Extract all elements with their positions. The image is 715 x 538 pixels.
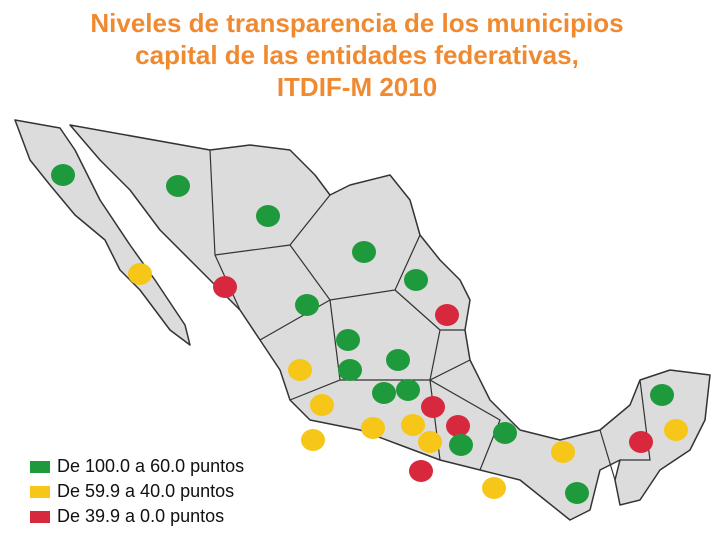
municipality-marker: [386, 349, 410, 371]
municipality-marker: [446, 415, 470, 437]
title-line: capital de las entidades federativas,: [135, 40, 579, 70]
title-line: Niveles de transparencia de los municipi…: [90, 8, 623, 38]
title-line: ITDIF-M 2010: [277, 72, 437, 102]
municipality-marker: [336, 329, 360, 351]
legend-label: De 59.9 a 40.0 puntos: [57, 481, 234, 501]
municipality-marker: [401, 414, 425, 436]
municipality-marker: [213, 276, 237, 298]
municipality-marker: [565, 482, 589, 504]
legend-label: De 100.0 a 60.0 puntos: [57, 456, 244, 476]
municipality-marker: [310, 394, 334, 416]
municipality-marker: [551, 441, 575, 463]
municipality-marker: [449, 434, 473, 456]
municipality-marker: [166, 175, 190, 197]
municipality-marker: [650, 384, 674, 406]
legend-swatch: [30, 511, 50, 523]
municipality-marker: [664, 419, 688, 441]
municipality-marker: [301, 429, 325, 451]
municipality-marker: [338, 359, 362, 381]
municipality-marker: [372, 382, 396, 404]
municipality-marker: [396, 379, 420, 401]
municipality-marker: [404, 269, 428, 291]
municipality-marker: [256, 205, 280, 227]
municipality-marker: [493, 422, 517, 444]
municipality-marker: [128, 263, 152, 285]
legend-label: De 39.9 a 0.0 puntos: [57, 506, 224, 526]
municipality-marker: [435, 304, 459, 326]
municipality-marker: [421, 396, 445, 418]
legend-swatch: [30, 461, 50, 473]
municipality-marker: [51, 164, 75, 186]
municipality-marker: [418, 431, 442, 453]
legend-swatch: [30, 486, 50, 498]
municipality-marker: [295, 294, 319, 316]
municipality-marker: [629, 431, 653, 453]
municipality-marker: [361, 417, 385, 439]
municipality-marker: [352, 241, 376, 263]
municipality-marker: [482, 477, 506, 499]
municipality-marker: [288, 359, 312, 381]
municipality-marker: [409, 460, 433, 482]
